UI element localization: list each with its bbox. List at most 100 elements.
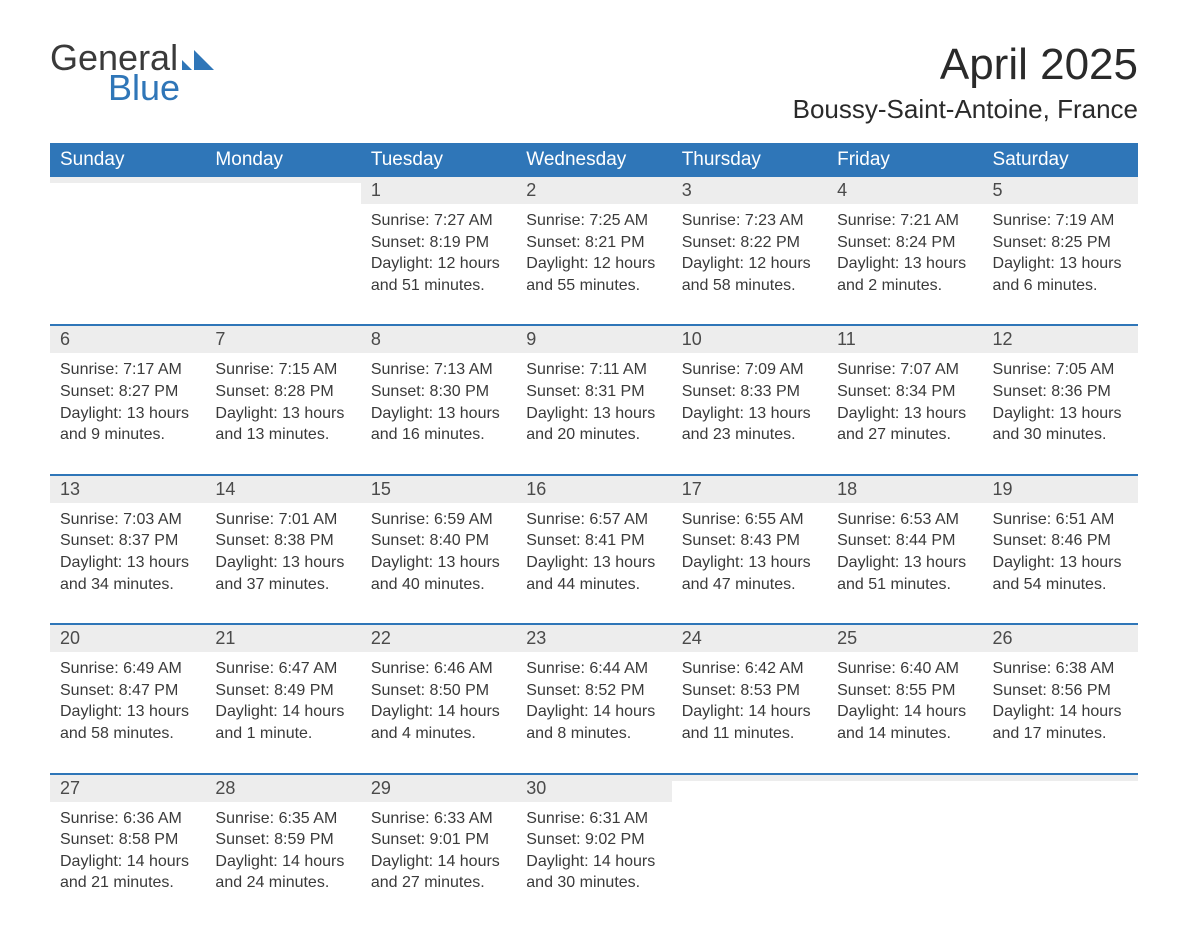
day-body: Sunrise: 6:35 AMSunset: 8:59 PMDaylight:…	[205, 802, 360, 894]
week-row: 27Sunrise: 6:36 AMSunset: 8:58 PMDayligh…	[50, 773, 1138, 904]
sunset-text: Sunset: 8:43 PM	[682, 530, 817, 552]
sunset-text: Sunset: 8:47 PM	[60, 680, 195, 702]
day-number: 20	[50, 625, 205, 652]
sunrise-text: Sunrise: 6:36 AM	[60, 808, 195, 830]
sunset-text: Sunset: 8:40 PM	[371, 530, 506, 552]
sunset-text: Sunset: 8:21 PM	[526, 232, 661, 254]
day-body: Sunrise: 6:42 AMSunset: 8:53 PMDaylight:…	[672, 652, 827, 744]
day-cell: 9Sunrise: 7:11 AMSunset: 8:31 PMDaylight…	[516, 326, 671, 455]
day-body: Sunrise: 7:07 AMSunset: 8:34 PMDaylight:…	[827, 353, 982, 445]
sunrise-text: Sunrise: 7:07 AM	[837, 359, 972, 381]
location-label: Boussy-Saint-Antoine, France	[793, 94, 1138, 125]
logo: General Blue	[50, 40, 216, 106]
day-cell: 10Sunrise: 7:09 AMSunset: 8:33 PMDayligh…	[672, 326, 827, 455]
day-number: 24	[672, 625, 827, 652]
logo-word2: Blue	[108, 70, 216, 106]
day-cell: 3Sunrise: 7:23 AMSunset: 8:22 PMDaylight…	[672, 177, 827, 306]
day-cell: 19Sunrise: 6:51 AMSunset: 8:46 PMDayligh…	[983, 476, 1138, 605]
sunrise-text: Sunrise: 7:13 AM	[371, 359, 506, 381]
title-block: April 2025 Boussy-Saint-Antoine, France	[793, 40, 1138, 125]
sunrise-text: Sunrise: 6:44 AM	[526, 658, 661, 680]
daylight-text: Daylight: 13 hours and 2 minutes.	[837, 253, 972, 296]
day-body: Sunrise: 7:25 AMSunset: 8:21 PMDaylight:…	[516, 204, 671, 296]
sunset-text: Sunset: 8:49 PM	[215, 680, 350, 702]
day-number: 11	[827, 326, 982, 353]
daylight-text: Daylight: 13 hours and 9 minutes.	[60, 403, 195, 446]
daylight-text: Daylight: 14 hours and 14 minutes.	[837, 701, 972, 744]
day-body: Sunrise: 6:44 AMSunset: 8:52 PMDaylight:…	[516, 652, 671, 744]
day-body: Sunrise: 7:11 AMSunset: 8:31 PMDaylight:…	[516, 353, 671, 445]
sunset-text: Sunset: 8:31 PM	[526, 381, 661, 403]
sunset-text: Sunset: 8:52 PM	[526, 680, 661, 702]
sunset-text: Sunset: 8:36 PM	[993, 381, 1128, 403]
day-body: Sunrise: 7:13 AMSunset: 8:30 PMDaylight:…	[361, 353, 516, 445]
daylight-text: Daylight: 13 hours and 54 minutes.	[993, 552, 1128, 595]
daylight-text: Daylight: 14 hours and 11 minutes.	[682, 701, 817, 744]
daylight-text: Daylight: 13 hours and 13 minutes.	[215, 403, 350, 446]
sunset-text: Sunset: 9:01 PM	[371, 829, 506, 851]
day-cell: 29Sunrise: 6:33 AMSunset: 9:01 PMDayligh…	[361, 775, 516, 904]
daylight-text: Daylight: 12 hours and 55 minutes.	[526, 253, 661, 296]
daylight-text: Daylight: 13 hours and 20 minutes.	[526, 403, 661, 446]
day-number: 25	[827, 625, 982, 652]
day-body: Sunrise: 7:23 AMSunset: 8:22 PMDaylight:…	[672, 204, 827, 296]
daylight-text: Daylight: 13 hours and 34 minutes.	[60, 552, 195, 595]
sunset-text: Sunset: 8:19 PM	[371, 232, 506, 254]
daylight-text: Daylight: 13 hours and 58 minutes.	[60, 701, 195, 744]
day-body: Sunrise: 6:31 AMSunset: 9:02 PMDaylight:…	[516, 802, 671, 894]
day-body: Sunrise: 6:49 AMSunset: 8:47 PMDaylight:…	[50, 652, 205, 744]
sunrise-text: Sunrise: 6:53 AM	[837, 509, 972, 531]
sunset-text: Sunset: 8:56 PM	[993, 680, 1128, 702]
day-body: Sunrise: 6:46 AMSunset: 8:50 PMDaylight:…	[361, 652, 516, 744]
day-number	[983, 775, 1138, 781]
day-number: 1	[361, 177, 516, 204]
daylight-text: Daylight: 13 hours and 37 minutes.	[215, 552, 350, 595]
sunrise-text: Sunrise: 7:09 AM	[682, 359, 817, 381]
sunset-text: Sunset: 9:02 PM	[526, 829, 661, 851]
dow-header-row: Sunday Monday Tuesday Wednesday Thursday…	[50, 143, 1138, 177]
sunrise-text: Sunrise: 7:05 AM	[993, 359, 1128, 381]
day-body: Sunrise: 7:03 AMSunset: 8:37 PMDaylight:…	[50, 503, 205, 595]
sunset-text: Sunset: 8:41 PM	[526, 530, 661, 552]
day-body: Sunrise: 7:01 AMSunset: 8:38 PMDaylight:…	[205, 503, 360, 595]
sunrise-text: Sunrise: 6:46 AM	[371, 658, 506, 680]
daylight-text: Daylight: 13 hours and 23 minutes.	[682, 403, 817, 446]
dow-sunday: Sunday	[50, 143, 205, 177]
day-body: Sunrise: 7:17 AMSunset: 8:27 PMDaylight:…	[50, 353, 205, 445]
day-cell: 17Sunrise: 6:55 AMSunset: 8:43 PMDayligh…	[672, 476, 827, 605]
sunrise-text: Sunrise: 7:19 AM	[993, 210, 1128, 232]
day-number: 22	[361, 625, 516, 652]
sunset-text: Sunset: 8:28 PM	[215, 381, 350, 403]
day-cell: 6Sunrise: 7:17 AMSunset: 8:27 PMDaylight…	[50, 326, 205, 455]
day-body: Sunrise: 6:57 AMSunset: 8:41 PMDaylight:…	[516, 503, 671, 595]
day-body: Sunrise: 6:53 AMSunset: 8:44 PMDaylight:…	[827, 503, 982, 595]
daylight-text: Daylight: 13 hours and 40 minutes.	[371, 552, 506, 595]
daylight-text: Daylight: 14 hours and 21 minutes.	[60, 851, 195, 894]
day-cell	[827, 775, 982, 904]
day-cell	[672, 775, 827, 904]
daylight-text: Daylight: 13 hours and 47 minutes.	[682, 552, 817, 595]
day-cell: 22Sunrise: 6:46 AMSunset: 8:50 PMDayligh…	[361, 625, 516, 754]
day-body: Sunrise: 7:09 AMSunset: 8:33 PMDaylight:…	[672, 353, 827, 445]
dow-wednesday: Wednesday	[516, 143, 671, 177]
day-body: Sunrise: 6:55 AMSunset: 8:43 PMDaylight:…	[672, 503, 827, 595]
dow-thursday: Thursday	[672, 143, 827, 177]
sunrise-text: Sunrise: 6:40 AM	[837, 658, 972, 680]
day-number: 13	[50, 476, 205, 503]
sunrise-text: Sunrise: 7:15 AM	[215, 359, 350, 381]
day-cell: 24Sunrise: 6:42 AMSunset: 8:53 PMDayligh…	[672, 625, 827, 754]
day-number: 10	[672, 326, 827, 353]
day-cell: 14Sunrise: 7:01 AMSunset: 8:38 PMDayligh…	[205, 476, 360, 605]
sunrise-text: Sunrise: 6:49 AM	[60, 658, 195, 680]
day-cell: 26Sunrise: 6:38 AMSunset: 8:56 PMDayligh…	[983, 625, 1138, 754]
week-row: 6Sunrise: 7:17 AMSunset: 8:27 PMDaylight…	[50, 324, 1138, 455]
sunrise-text: Sunrise: 7:21 AM	[837, 210, 972, 232]
day-number: 4	[827, 177, 982, 204]
month-title: April 2025	[793, 40, 1138, 90]
sunrise-text: Sunrise: 6:57 AM	[526, 509, 661, 531]
sunset-text: Sunset: 8:55 PM	[837, 680, 972, 702]
day-number: 15	[361, 476, 516, 503]
sunrise-text: Sunrise: 7:01 AM	[215, 509, 350, 531]
day-number	[672, 775, 827, 781]
sunrise-text: Sunrise: 7:03 AM	[60, 509, 195, 531]
